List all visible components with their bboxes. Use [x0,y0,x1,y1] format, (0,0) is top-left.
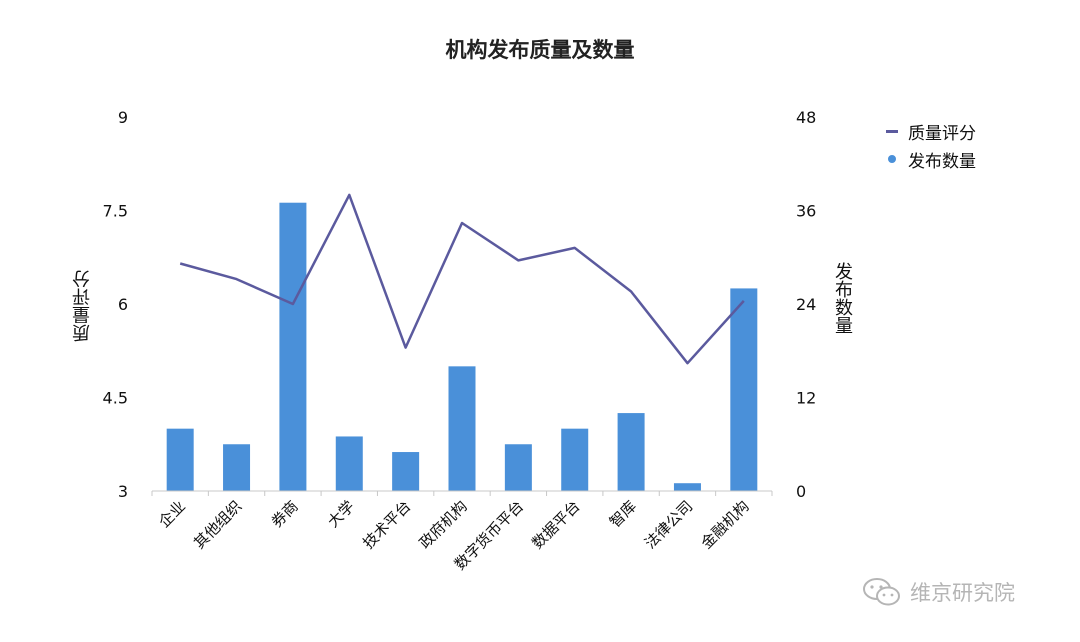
right-tick-label-2: 24 [796,295,816,314]
bar-6 [504,444,532,491]
category-label-1: 其他组织 [190,497,245,552]
bar-10 [730,288,758,491]
bar-3 [335,436,363,491]
right-axis-label: 发布数量 [832,262,853,334]
bar-2 [279,202,307,492]
legend-label-count: 发布数量 [908,151,976,172]
legend-item-count: 发布数量 [886,145,976,173]
category-label-5: 政府机构 [416,497,471,552]
left-tick-label-0: 9 [118,108,128,127]
right-tick-label-3: 12 [796,389,816,408]
left-tick-label-2: 6 [118,295,128,314]
bar-5 [448,366,476,491]
left-axis-label: 质量评分 [72,270,93,342]
watermark-text: 维京研究院 [910,581,1015,605]
bar-1 [223,444,251,491]
wechat-icon [863,578,900,606]
category-label-3: 大学 [324,497,358,531]
right-tick-label-4: 0 [796,482,806,501]
quality-line [179,193,745,365]
right-tick-label-0: 48 [796,108,816,127]
legend-dot-swatch [888,155,896,163]
bar-0 [166,428,194,491]
right-tick-label-1: 36 [796,202,816,221]
category-label-10: 金融机构 [697,497,752,552]
left-tick-label-1: 7.5 [103,202,128,221]
watermark: 维京研究院 [862,577,1015,607]
bar-4 [392,452,420,491]
left-tick-label-4: 3 [118,482,128,501]
legend: 质量评分 发布数量 [886,117,976,173]
left-tick-label-3: 4.5 [103,389,128,408]
chart-title: 机构发布质量及数量 [445,38,635,62]
category-label-2: 券商 [268,497,302,531]
legend-line-swatch [886,129,898,133]
bar-9 [673,483,701,491]
bar-8 [617,413,645,491]
legend-item-quality: 质量评分 [886,117,976,145]
category-label-4: 技术平台 [359,497,414,552]
category-label-7: 数据平台 [528,497,583,552]
category-label-8: 智库 [606,497,640,531]
legend-label-quality: 质量评分 [908,123,976,144]
category-label-0: 企业 [155,497,189,531]
category-label-9: 法律公司 [641,497,696,552]
bar-7 [561,428,589,491]
